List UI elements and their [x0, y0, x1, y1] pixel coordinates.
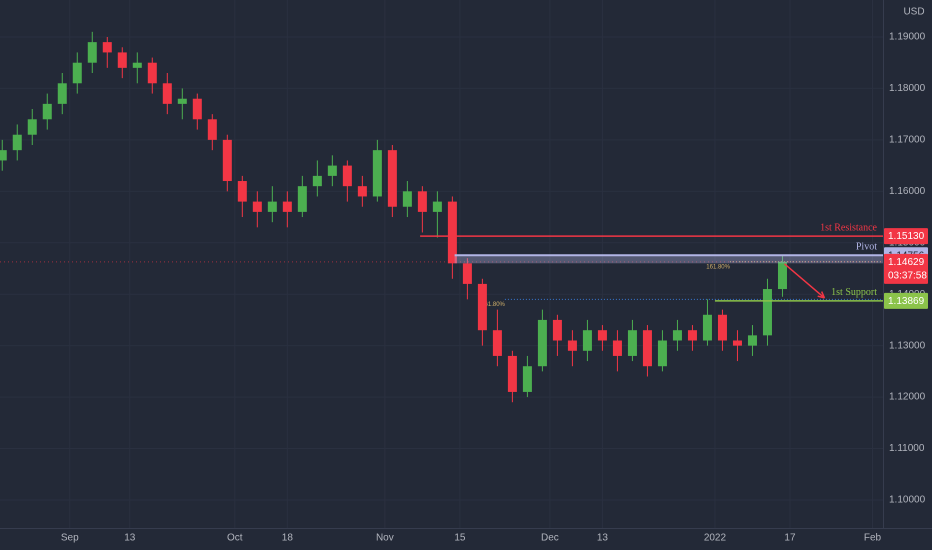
candle-body	[747, 335, 757, 346]
candle-body	[717, 314, 727, 341]
x-tick-label: Sep	[61, 533, 79, 544]
candle-body	[57, 83, 67, 104]
y-tick-label: 1.19000	[889, 32, 926, 43]
arrow-shaft	[783, 263, 825, 299]
fib-label: 161.80%	[706, 264, 730, 270]
y-tick-label: 1.11000	[889, 443, 925, 454]
x-tick-label: Dec	[541, 533, 559, 544]
candle-body	[147, 62, 157, 84]
price-badge	[884, 228, 928, 245]
level-name: Pivot	[856, 242, 877, 253]
candle-body	[42, 103, 52, 120]
currency-label: USD	[903, 7, 924, 18]
x-tick-label: 2022	[704, 533, 727, 544]
candle-body	[222, 139, 232, 182]
candle-body	[87, 42, 97, 63]
candle-body	[372, 150, 382, 197]
candle-body	[477, 283, 487, 331]
candle-body	[342, 165, 352, 187]
candle-body	[0, 150, 7, 161]
last-price-label: 1.14629	[888, 257, 925, 268]
candle-body	[357, 186, 367, 197]
y-tick-label: 1.18000	[889, 83, 926, 94]
price-badge	[884, 292, 928, 309]
y-tick-label: 1.12000	[889, 392, 926, 403]
arrow-head	[817, 291, 826, 299]
price-badge-label: 1.15130	[888, 231, 925, 242]
candle-body	[282, 201, 292, 212]
candle-body	[192, 98, 202, 120]
candle-body	[117, 52, 127, 68]
candle-body	[597, 330, 607, 341]
candle-body	[132, 62, 142, 68]
fib-label: 61.80%	[485, 302, 506, 308]
candle-body	[552, 319, 562, 341]
candle-body	[492, 330, 502, 356]
candle-body	[417, 191, 427, 212]
candle-body	[297, 186, 307, 212]
candle-body	[162, 83, 172, 104]
candle-body	[387, 150, 397, 207]
candle-body	[567, 340, 577, 351]
candle-body	[612, 340, 622, 356]
axes: 1.100001.110001.120001.130001.140001.150…	[61, 32, 928, 544]
level-name: 1st Support	[831, 287, 877, 298]
candle-body	[102, 42, 112, 53]
candle-body	[462, 263, 472, 284]
candle-body	[27, 119, 37, 135]
candle-body	[657, 340, 667, 367]
x-tick-label: 13	[124, 533, 136, 544]
price-badge-label: 1.13869	[888, 296, 925, 307]
level-name: 1st Resistance	[820, 222, 877, 233]
x-tick-label: 15	[454, 533, 466, 544]
candle-body	[237, 181, 247, 202]
candle-body	[732, 340, 742, 346]
y-tick-label: 1.17000	[889, 135, 926, 146]
candle-body	[642, 330, 652, 367]
candle-body	[447, 201, 457, 264]
candle-body	[327, 165, 337, 176]
candle-body	[207, 119, 217, 140]
candle-body	[582, 330, 592, 351]
candle-body	[702, 314, 712, 341]
candle-body	[507, 355, 517, 392]
x-tick-label: 17	[784, 533, 796, 544]
y-tick-label: 1.13000	[889, 340, 926, 351]
candle-body	[627, 330, 637, 356]
y-tick-label: 1.10000	[889, 495, 926, 506]
candle-body	[312, 175, 322, 187]
candle-body	[12, 134, 22, 151]
countdown-label: 03:37:58	[888, 270, 927, 281]
pivot-zone	[454, 255, 883, 264]
candle-body	[537, 319, 547, 367]
plot-area: 161.80% 61.80% 1st Resistance Pivot 1st Supp…	[0, 31, 883, 403]
candle-body	[252, 201, 262, 212]
x-tick-label: Nov	[376, 533, 394, 544]
candle-body	[177, 98, 187, 104]
y-tick-label: 1.16000	[889, 186, 926, 197]
last-price-badge	[884, 253, 928, 284]
x-tick-label: 13	[597, 533, 609, 544]
candle-body	[777, 261, 787, 290]
candle-body	[672, 330, 682, 341]
grid	[0, 0, 883, 528]
candle-body	[72, 62, 82, 84]
x-tick-label: 18	[282, 533, 294, 544]
candle-body	[432, 201, 442, 212]
x-tick-label: Oct	[227, 533, 243, 544]
x-tick-label: Feb	[864, 533, 882, 544]
candle-body	[402, 191, 412, 207]
candle-body	[762, 289, 772, 336]
candle-body	[687, 330, 697, 341]
candle-body	[267, 201, 277, 212]
candle-body	[522, 366, 532, 392]
